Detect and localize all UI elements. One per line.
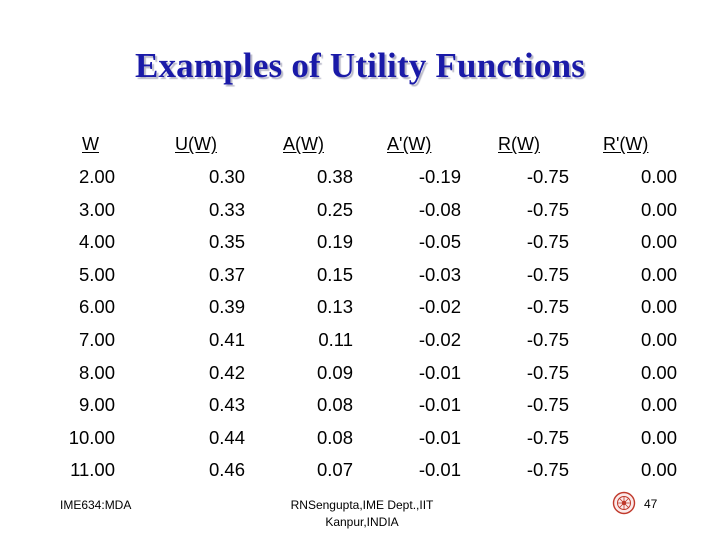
cell-w: 11.00 <box>70 459 115 481</box>
cell-r: -0.75 <box>526 296 569 318</box>
institute-seal-icon <box>612 491 636 515</box>
cell-w: 7.00 <box>78 329 115 350</box>
cell-a: 0.11 <box>318 329 353 350</box>
page-number: 47 <box>644 497 658 511</box>
cell-a-prime: -0.02 <box>418 296 461 318</box>
cell-a: 0.07 <box>316 459 353 481</box>
cell-r: -0.75 <box>526 426 569 448</box>
cell-r-prime: 0.00 <box>640 329 677 350</box>
cell-w: 9.00 <box>78 394 115 416</box>
cell-a-prime: -0.01 <box>418 459 461 481</box>
cell-w: 3.00 <box>78 198 115 220</box>
cell-a: 0.25 <box>316 198 353 220</box>
cell-u: 0.35 <box>208 231 245 253</box>
header-r: R(W) <box>498 134 540 154</box>
cell-u: 0.37 <box>208 263 245 285</box>
cell-a-prime: -0.03 <box>418 263 461 285</box>
footer-course: IME634:MDA <box>60 498 132 512</box>
cell-a: 0.08 <box>316 394 353 416</box>
cell-u: 0.39 <box>208 296 245 318</box>
cell-w: 4.00 <box>78 231 115 253</box>
cell-a-prime: -0.05 <box>418 231 461 253</box>
cell-r-prime: 0.00 <box>640 166 677 187</box>
cell-a: 0.19 <box>316 231 353 253</box>
cell-r: -0.75 <box>526 394 569 416</box>
cell-w: 6.00 <box>78 296 115 318</box>
cell-a: 0.38 <box>316 166 353 187</box>
cell-r-prime: 0.00 <box>640 459 677 481</box>
cell-r: -0.75 <box>526 198 569 220</box>
cell-u: 0.43 <box>208 394 245 416</box>
header-u: U(W) <box>175 134 217 154</box>
cell-a: 0.15 <box>316 263 353 285</box>
header-r-prime: R'(W) <box>603 134 649 154</box>
footer-author-line2: Kanpur,INDIA <box>325 515 399 529</box>
cell-u: 0.33 <box>208 198 245 220</box>
cell-a: 0.13 <box>316 296 353 318</box>
cell-u: 0.30 <box>208 166 245 187</box>
cell-a-prime: -0.02 <box>418 329 461 350</box>
cell-r-prime: 0.00 <box>640 296 677 318</box>
cell-r: -0.75 <box>526 459 569 481</box>
footer-author-line1: RNSengupta,IME Dept.,IIT <box>290 498 434 512</box>
cell-r-prime: 0.00 <box>640 198 677 220</box>
cell-r-prime: 0.00 <box>640 426 677 448</box>
cell-a-prime: -0.01 <box>418 394 461 416</box>
cell-a-prime: -0.01 <box>418 361 461 383</box>
cell-r: -0.75 <box>526 329 569 350</box>
cell-w: 8.00 <box>78 361 115 383</box>
cell-u: 0.42 <box>208 361 245 383</box>
cell-w: 2.00 <box>78 166 115 187</box>
header-w: W <box>82 134 99 154</box>
header-a: A(W) <box>283 134 324 154</box>
cell-u: 0.41 <box>208 329 245 350</box>
cell-w: 10.00 <box>68 426 115 448</box>
cell-r-prime: 0.00 <box>640 231 677 253</box>
cell-r-prime: 0.00 <box>640 263 677 285</box>
cell-a: 0.08 <box>316 426 353 448</box>
cell-r: -0.75 <box>526 263 569 285</box>
cell-u: 0.44 <box>208 426 245 448</box>
cell-r-prime: 0.00 <box>640 361 677 383</box>
cell-a: 0.09 <box>316 361 353 383</box>
cell-r: -0.75 <box>526 361 569 383</box>
cell-r-prime: 0.00 <box>640 394 677 416</box>
slide-title: Examples of Utility Functions <box>134 46 586 85</box>
cell-a-prime: -0.19 <box>418 166 461 187</box>
cell-r: -0.75 <box>526 166 569 187</box>
cell-r: -0.75 <box>526 231 569 253</box>
cell-u: 0.46 <box>208 459 245 481</box>
header-a-prime: A'(W) <box>387 134 432 154</box>
cell-a-prime: -0.08 <box>418 198 461 220</box>
cell-w: 5.00 <box>78 263 115 285</box>
cell-a-prime: -0.01 <box>418 426 461 448</box>
footer-author: RNSengupta,IME Dept.,IIT Kanpur,INDIA <box>262 497 462 531</box>
